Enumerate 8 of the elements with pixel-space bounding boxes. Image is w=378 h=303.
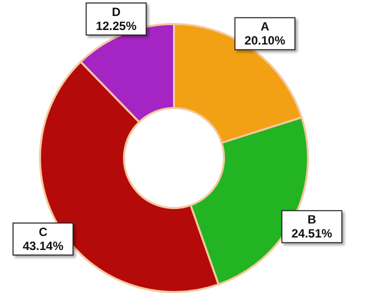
slice-label: D bbox=[112, 5, 121, 19]
data-label: 12.25% bbox=[96, 19, 137, 33]
data-label: 20.10% bbox=[244, 34, 286, 48]
slice-label: A bbox=[260, 20, 270, 34]
slice-label: B bbox=[308, 212, 317, 227]
slice-label: C bbox=[38, 225, 48, 240]
data-label: 43.14% bbox=[22, 239, 64, 254]
data-label: 24.51% bbox=[291, 226, 333, 241]
